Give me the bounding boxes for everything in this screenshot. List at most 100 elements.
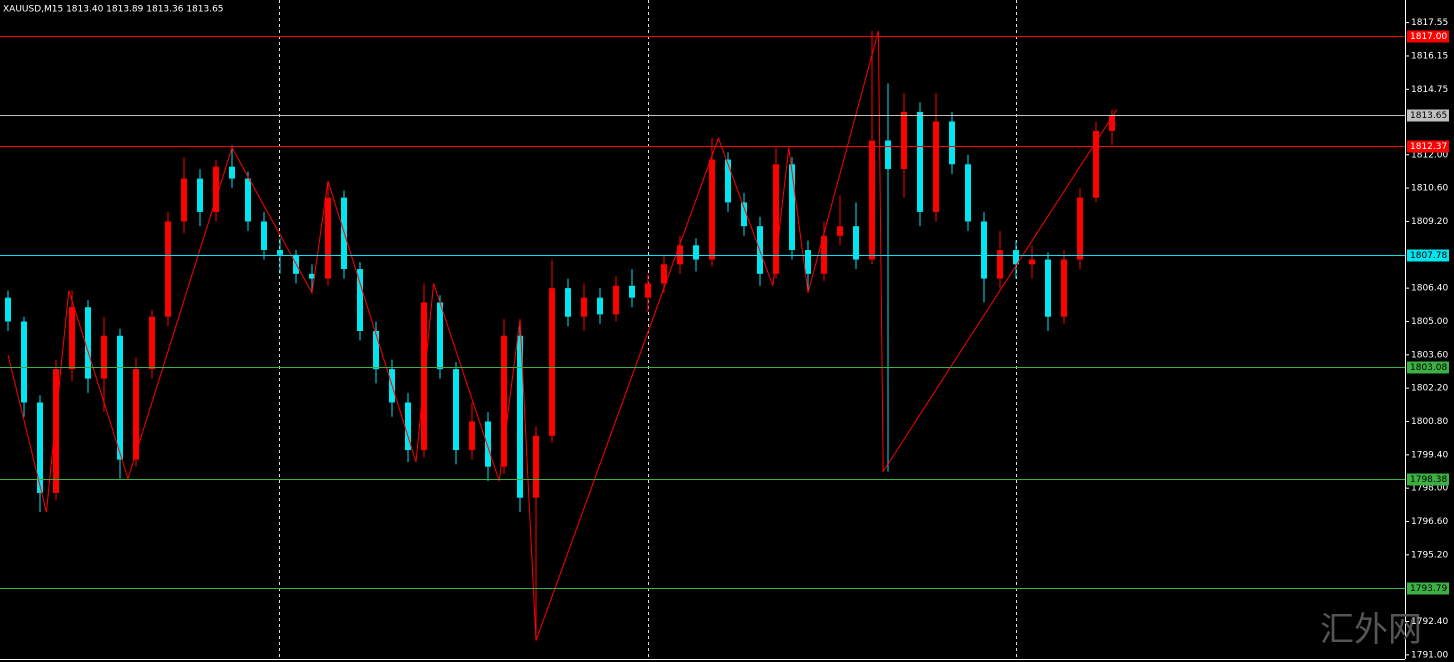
candle-body bbox=[981, 221, 987, 279]
candle-body bbox=[741, 202, 747, 227]
candle-body bbox=[21, 321, 27, 403]
y-tick-label: 1806.40 bbox=[1411, 284, 1448, 294]
candle-body bbox=[437, 302, 443, 370]
candle-body bbox=[229, 166, 235, 179]
y-tick-label: 1792.40 bbox=[1411, 617, 1448, 627]
candle-body bbox=[85, 307, 91, 379]
level-label-box bbox=[1407, 249, 1449, 262]
level-label: 1793.79 bbox=[1410, 584, 1447, 594]
candle-body bbox=[1045, 259, 1051, 317]
candle-body bbox=[565, 288, 571, 317]
y-tick-label: 1817.55 bbox=[1411, 18, 1448, 28]
candle-body bbox=[245, 178, 251, 222]
candle-body bbox=[1061, 259, 1067, 317]
candle-body bbox=[597, 297, 603, 315]
candle-body bbox=[917, 111, 923, 212]
candle-body bbox=[69, 307, 75, 370]
y-tick-label: 1812.00 bbox=[1411, 150, 1448, 160]
candle-body bbox=[357, 269, 363, 331]
candle-body bbox=[789, 164, 795, 251]
candle-body bbox=[549, 288, 555, 436]
y-tick-label: 1799.40 bbox=[1411, 450, 1448, 460]
y-tick-label: 1814.75 bbox=[1411, 85, 1448, 95]
y-tick-label: 1810.60 bbox=[1411, 184, 1448, 194]
candle-body bbox=[901, 111, 907, 170]
level-label-box bbox=[1407, 582, 1449, 595]
candle-body bbox=[517, 335, 523, 498]
candle-body bbox=[821, 235, 827, 274]
candle-body bbox=[261, 221, 267, 251]
level-label: 1803.08 bbox=[1410, 363, 1447, 373]
candle-body bbox=[165, 221, 171, 317]
candle-body bbox=[149, 316, 155, 370]
candle-body bbox=[1109, 115, 1115, 131]
candle-body bbox=[277, 250, 283, 255]
y-tick-label: 1796.60 bbox=[1411, 517, 1448, 527]
candle-body bbox=[533, 435, 539, 498]
candle-body bbox=[1029, 259, 1035, 265]
level-label: 1817.00 bbox=[1410, 32, 1447, 42]
level-label-box bbox=[1407, 140, 1449, 153]
zigzag-line bbox=[7, 30, 1118, 641]
level-label: 1813.65 bbox=[1410, 111, 1447, 121]
candle-body bbox=[853, 226, 859, 260]
candle-body bbox=[485, 421, 491, 467]
candle-body bbox=[629, 285, 635, 298]
candle-body bbox=[197, 178, 203, 212]
candle-body bbox=[181, 178, 187, 222]
level-label: 1798.38 bbox=[1410, 475, 1447, 485]
candle-body bbox=[501, 335, 507, 467]
candle-body bbox=[325, 197, 331, 279]
chart-title: XAUUSD,M15 1813.40 1813.89 1813.36 1813.… bbox=[3, 5, 224, 15]
candle-body bbox=[949, 121, 955, 165]
level-label: 1807.78 bbox=[1410, 251, 1447, 261]
y-tick-label: 1809.20 bbox=[1411, 217, 1448, 227]
y-tick-label: 1795.20 bbox=[1411, 550, 1448, 560]
candle-body bbox=[869, 140, 875, 260]
candle-body bbox=[37, 402, 43, 493]
watermark: 汇外网 bbox=[1320, 610, 1422, 650]
candle-body bbox=[661, 264, 667, 284]
candle-body bbox=[933, 121, 939, 212]
candle-body bbox=[1093, 130, 1099, 198]
y-tick-label: 1802.20 bbox=[1411, 384, 1448, 394]
candle-body bbox=[677, 245, 683, 265]
candle-body bbox=[965, 164, 971, 222]
level-label-box bbox=[1407, 473, 1449, 486]
candle-body bbox=[5, 297, 11, 322]
y-tick-label: 1800.80 bbox=[1411, 417, 1448, 427]
y-tick-label: 1805.00 bbox=[1411, 317, 1448, 327]
y-tick-label: 1798.00 bbox=[1411, 484, 1448, 494]
y-tick-label: 1816.15 bbox=[1411, 51, 1448, 61]
candle-body bbox=[309, 273, 315, 279]
y-tick-label: 1791.00 bbox=[1411, 650, 1448, 660]
candle-body bbox=[709, 159, 715, 260]
candle-body bbox=[469, 421, 475, 451]
candle-body bbox=[373, 331, 379, 370]
candle-body bbox=[725, 159, 731, 203]
candle-body bbox=[773, 164, 779, 274]
v-grid bbox=[279, 0, 1017, 659]
candle-body bbox=[645, 283, 651, 298]
candle-body bbox=[885, 140, 891, 170]
level-label-box bbox=[1407, 109, 1449, 122]
level-label-box bbox=[1407, 361, 1449, 374]
candle-body bbox=[1077, 197, 1083, 260]
candle-body bbox=[693, 245, 699, 260]
candle-body bbox=[117, 335, 123, 460]
candle-body bbox=[53, 369, 59, 493]
candle-body bbox=[405, 402, 411, 451]
candle-body bbox=[133, 369, 139, 460]
candle-body bbox=[213, 166, 219, 212]
candle-body bbox=[1013, 250, 1019, 265]
candle-body bbox=[837, 226, 843, 236]
level-label-box bbox=[1407, 30, 1449, 43]
candle-body bbox=[581, 297, 587, 317]
level-label: 1812.37 bbox=[1410, 142, 1447, 152]
candle-body bbox=[101, 335, 107, 379]
candle-body bbox=[613, 285, 619, 315]
candle-body bbox=[805, 250, 811, 274]
